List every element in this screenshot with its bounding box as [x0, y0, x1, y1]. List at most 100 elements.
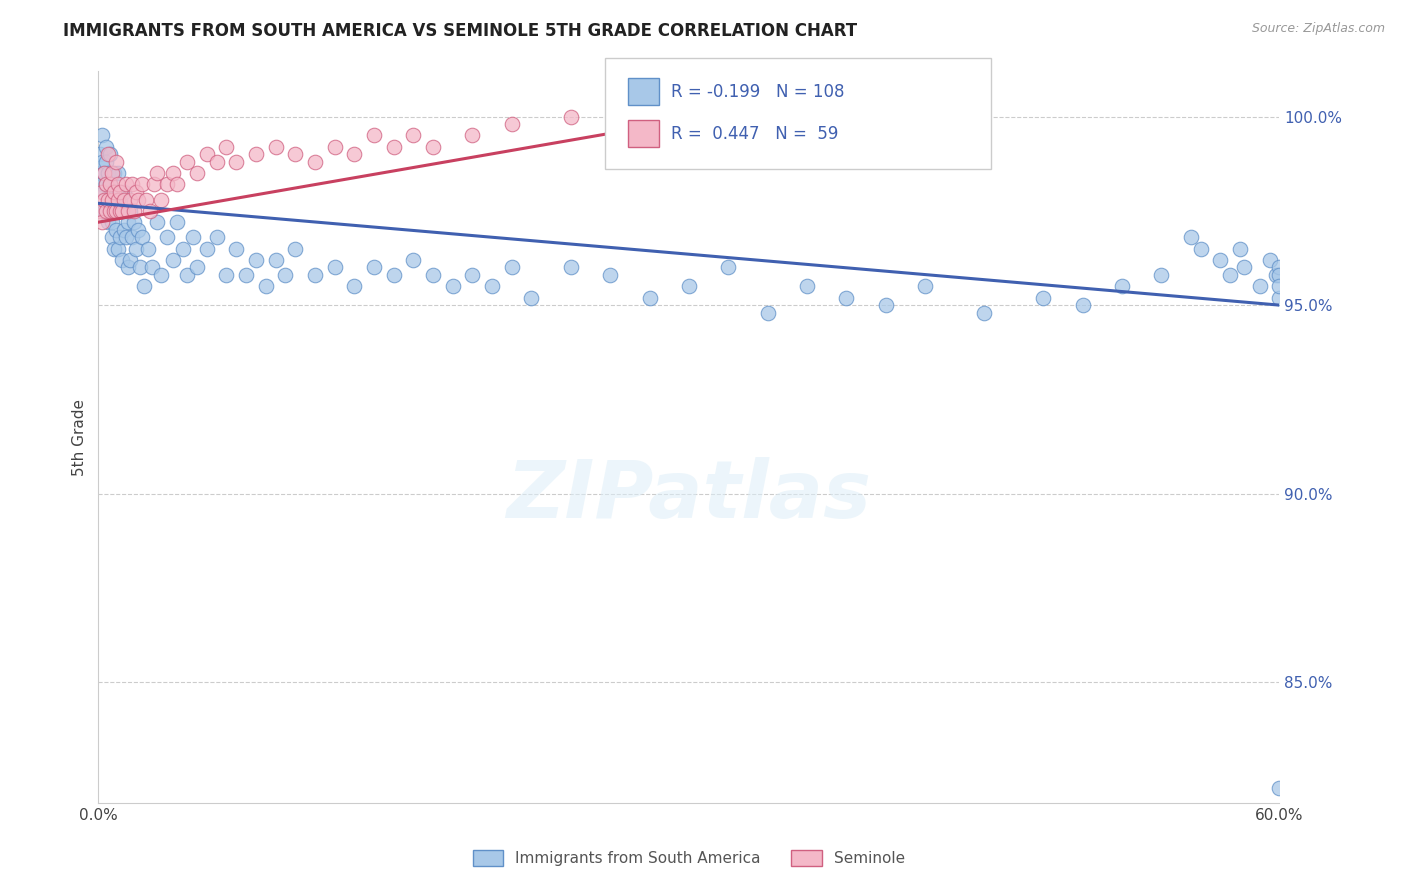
Point: [108, 193, 131, 207]
Point: [105, 185, 128, 199]
Point: [97, 193, 120, 207]
Point: [304, 268, 326, 282]
Point: [111, 203, 134, 218]
Point: [97, 215, 120, 229]
Point: [98, 203, 121, 218]
Point: [343, 147, 366, 161]
Point: [1264, 268, 1286, 282]
Point: [96, 203, 118, 218]
Point: [132, 279, 155, 293]
Point: [98, 203, 121, 218]
Point: [101, 215, 124, 229]
Point: [91, 128, 114, 143]
Point: [135, 193, 157, 207]
Point: [205, 230, 228, 244]
Point: [125, 185, 148, 199]
Point: [146, 166, 169, 180]
Point: [1249, 279, 1271, 293]
Point: [363, 128, 385, 143]
Point: [599, 268, 621, 282]
Point: [96, 154, 118, 169]
Point: [914, 279, 936, 293]
Point: [254, 279, 277, 293]
Point: [105, 154, 128, 169]
Point: [121, 230, 143, 244]
Point: [363, 260, 385, 275]
Point: [264, 252, 287, 267]
Point: [93, 185, 115, 199]
Point: [131, 178, 153, 192]
Point: [1268, 260, 1291, 275]
Point: [323, 260, 346, 275]
Point: [181, 230, 204, 244]
Point: [93, 193, 115, 207]
Point: [225, 242, 247, 256]
Point: [520, 291, 543, 305]
Point: [756, 306, 779, 320]
Point: [96, 178, 118, 192]
Point: [172, 242, 194, 256]
Point: [166, 215, 188, 229]
Point: [205, 154, 228, 169]
Point: [108, 203, 131, 218]
Point: [91, 185, 114, 199]
Point: [274, 268, 297, 282]
Point: [150, 268, 173, 282]
Point: [98, 178, 121, 192]
Point: [98, 178, 121, 192]
Point: [461, 268, 484, 282]
Point: [93, 166, 115, 180]
Point: [97, 147, 120, 161]
Point: [162, 166, 184, 180]
Point: [108, 230, 131, 244]
Point: [107, 203, 129, 218]
Point: [264, 140, 287, 154]
Point: [560, 260, 582, 275]
Point: [136, 242, 159, 256]
Point: [717, 110, 740, 124]
Point: [382, 140, 405, 154]
Point: [112, 223, 135, 237]
Point: [215, 140, 238, 154]
Point: [1071, 298, 1094, 312]
Point: [89, 147, 111, 161]
Point: [125, 242, 148, 256]
Point: [1189, 242, 1212, 256]
Point: [118, 193, 141, 207]
Point: [118, 252, 141, 267]
Point: [91, 154, 114, 169]
Point: [717, 260, 740, 275]
Point: [166, 178, 188, 192]
Point: [501, 117, 523, 131]
Point: [96, 178, 118, 192]
Point: [93, 166, 115, 180]
Point: [1032, 291, 1054, 305]
Point: [441, 279, 464, 293]
Point: [150, 193, 173, 207]
Point: [101, 166, 124, 180]
Point: [103, 203, 125, 218]
Point: [107, 178, 129, 192]
Point: [103, 242, 125, 256]
Point: [117, 215, 139, 229]
Point: [89, 166, 111, 180]
Point: [176, 154, 198, 169]
Point: [117, 260, 139, 275]
Point: [97, 193, 120, 207]
Point: [101, 230, 124, 244]
Point: [195, 147, 218, 161]
Point: [131, 230, 153, 244]
Point: [1111, 279, 1133, 293]
Point: [796, 279, 818, 293]
Point: [101, 193, 124, 207]
Point: [215, 268, 238, 282]
Point: [142, 178, 165, 192]
Point: [115, 178, 138, 192]
Point: [638, 291, 661, 305]
Point: [89, 203, 111, 218]
Point: [481, 279, 503, 293]
Point: [422, 268, 444, 282]
Point: [111, 203, 134, 218]
Point: [678, 279, 700, 293]
Text: IMMIGRANTS FROM SOUTH AMERICA VS SEMINOLE 5TH GRADE CORRELATION CHART: IMMIGRANTS FROM SOUTH AMERICA VS SEMINOL…: [63, 22, 858, 40]
